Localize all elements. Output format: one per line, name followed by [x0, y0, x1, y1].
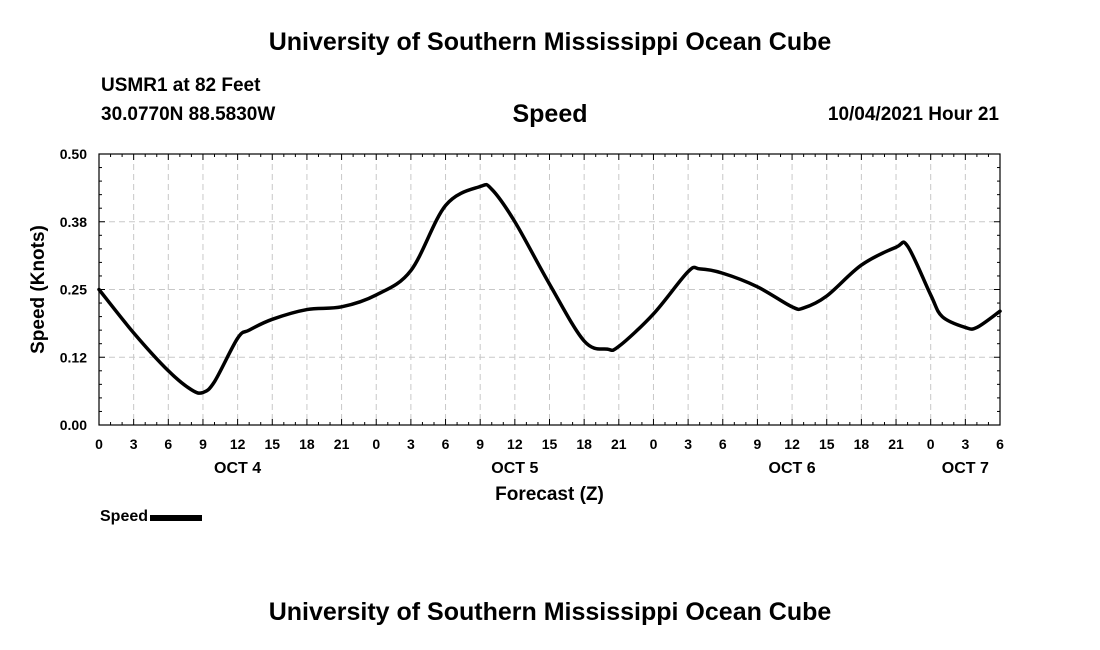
chart-title: Speed [512, 100, 588, 128]
x-tick-label: 0 [372, 436, 380, 452]
y-tick-label: 0.12 [60, 349, 87, 365]
x-tick-label: 21 [888, 436, 904, 452]
series-line-speed [97, 182, 1002, 395]
x-tick-label: 3 [407, 436, 415, 452]
y-tick-label: 0.25 [60, 282, 87, 298]
station-label: USMR1 at 82 Feet [101, 75, 261, 96]
x-tick-label: 15 [542, 436, 558, 452]
top-title: University of Southern Mississippi Ocean… [268, 28, 832, 56]
coordinates-label: 30.0770N 88.5830W [101, 104, 276, 125]
y-tick-label: 0.50 [60, 146, 87, 162]
x-tick-label: 15 [819, 436, 835, 452]
day-label: OCT 7 [942, 460, 989, 477]
x-tick-label: 6 [442, 436, 450, 452]
day-label: OCT 6 [769, 460, 816, 477]
x-tick-label: 18 [576, 436, 592, 452]
x-tick-label: 0 [927, 436, 935, 452]
x-tick-label: 9 [199, 436, 207, 452]
x-tick-label: 12 [230, 436, 246, 452]
x-tick-label: 0 [95, 436, 103, 452]
x-tick-label: 9 [476, 436, 484, 452]
x-tick-label: 18 [299, 436, 315, 452]
day-label: OCT 5 [491, 460, 538, 477]
x-tick-label: 9 [754, 436, 762, 452]
legend: Speed [100, 508, 203, 526]
legend-label: Speed [100, 508, 149, 525]
y-axis-label: Speed (Knots) [28, 225, 49, 354]
x-tick-label: 6 [164, 436, 172, 452]
forecast-date: 10/04/2021 Hour 21 [827, 104, 999, 125]
legend-swatch [150, 515, 203, 521]
x-tick-label: 12 [784, 436, 800, 452]
x-tick-label: 12 [507, 436, 523, 452]
x-tick-label: 21 [611, 436, 627, 452]
x-tick-label: 3 [130, 436, 138, 452]
x-tick-label: 15 [264, 436, 280, 452]
x-tick-label: 21 [334, 436, 350, 452]
x-tick-label: 18 [854, 436, 870, 452]
bottom-title: University of Southern Mississippi Ocean… [268, 598, 832, 626]
y-tick-label: 0.00 [60, 417, 87, 433]
x-tick-label: 6 [719, 436, 727, 452]
x-tick-label: 0 [650, 436, 658, 452]
x-tick-label: 6 [996, 436, 1004, 452]
x-axis-label: Forecast (Z) [495, 484, 604, 505]
y-tick-label: 0.38 [60, 214, 87, 230]
x-tick-label: 3 [684, 436, 692, 452]
x-tick-label: 3 [961, 436, 969, 452]
day-label: OCT 4 [214, 460, 261, 477]
